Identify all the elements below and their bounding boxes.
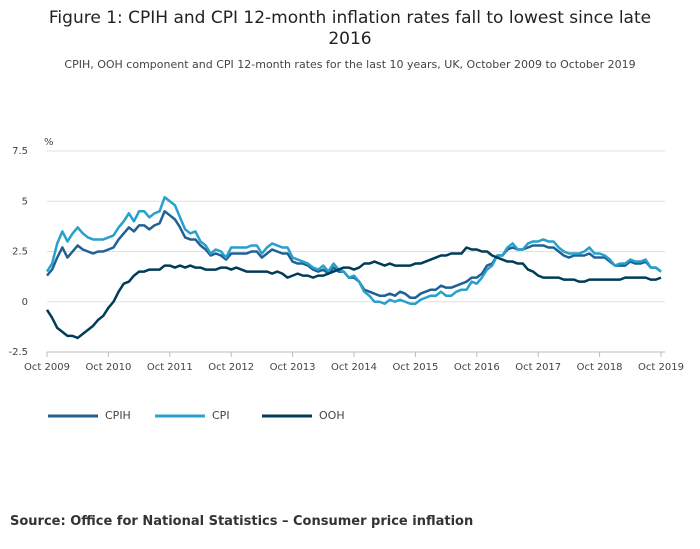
chart-subtitle: CPIH, OOH component and CPI 12-month rat…: [64, 58, 636, 71]
y-tick-label: 5: [22, 196, 28, 207]
x-tick-label: Oct 2011: [147, 362, 193, 373]
y-tick-label: 0: [22, 297, 28, 308]
chart: % 7.5 5 2.5 0 -2.5 Oct 2009 Oct 2010 Oct 2011 Oc…: [8, 137, 684, 422]
x-tick-label: Oct 2013: [270, 362, 316, 373]
series-line: [45, 246, 662, 340]
legend-label: OOH: [319, 409, 345, 422]
x-tick-label: Oct 2012: [208, 362, 254, 373]
series-line: [45, 195, 662, 306]
source: Source: Office for National Statistics –…: [10, 514, 474, 529]
chart-title: Figure 1: CPIH and CPI 12-month inflatio…: [48, 8, 652, 49]
legend-label: CPIH: [105, 409, 131, 422]
x-tick-label: Oct 2009: [24, 362, 70, 373]
y-tick-label: -2.5: [8, 347, 28, 358]
y-tick-label: 7.5: [12, 146, 28, 157]
x-tick-label: Oct 2017: [515, 362, 561, 373]
y-axis-label: %: [44, 137, 54, 148]
x-tick-label: Oct 2019: [638, 362, 684, 373]
x-tick-label: Oct 2016: [454, 362, 500, 373]
series-line: [46, 210, 662, 299]
y-tick-label: 2.5: [12, 247, 28, 258]
legend-label: CPI: [212, 409, 230, 422]
x-tick-label: Oct 2010: [85, 362, 131, 373]
x-tick-label: Oct 2015: [392, 362, 438, 373]
x-tick-label: Oct 2018: [577, 362, 623, 373]
x-tick-label: Oct 2014: [331, 362, 377, 373]
